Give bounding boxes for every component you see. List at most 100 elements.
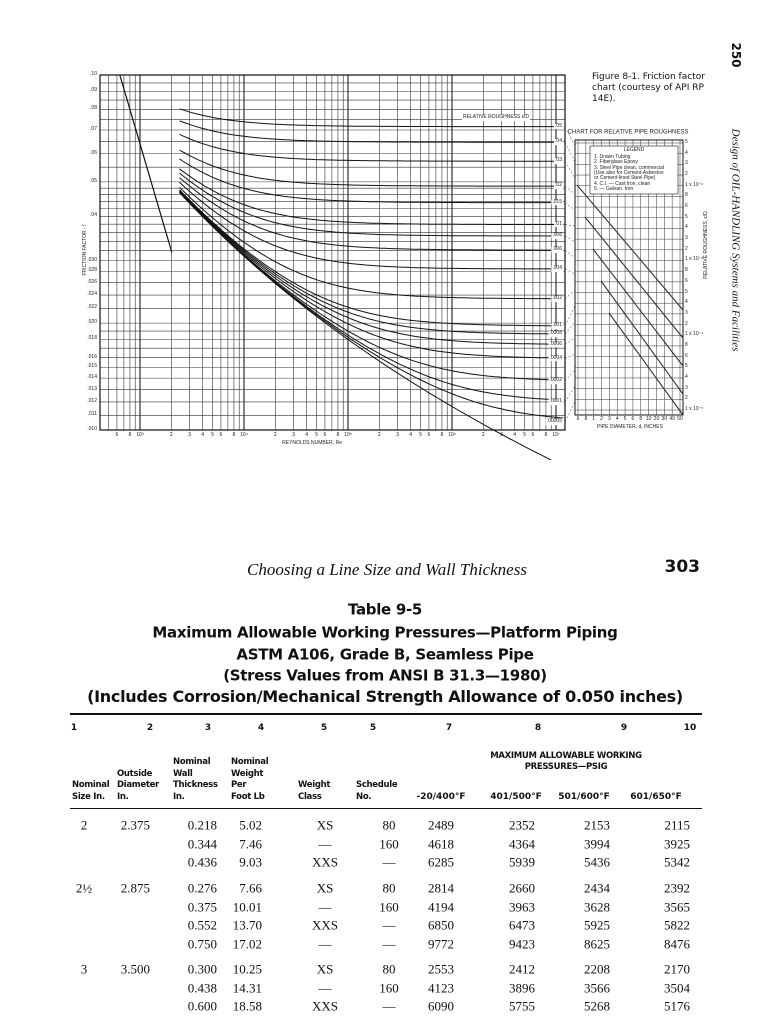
y-tick-label: 2	[685, 171, 688, 178]
table-title: (Stress Values from ANSI B 31.3—1980)	[223, 666, 547, 685]
column-number: 9	[620, 722, 628, 733]
x-tick-label: 50	[677, 416, 683, 423]
cell: 6850	[428, 917, 454, 933]
y-tick-label: 5	[685, 213, 688, 220]
x-tick-label: 4	[305, 432, 308, 439]
cell: 8625	[584, 936, 610, 952]
cell: 4194	[428, 899, 454, 915]
column-number: 2	[146, 722, 154, 733]
column-header: 501/600°F	[558, 791, 610, 802]
page-number: 250	[728, 42, 743, 68]
y-tick-label: .014	[87, 374, 97, 381]
roughness-label: .004	[551, 265, 563, 272]
connector	[564, 224, 576, 227]
x-tick-label: 6	[219, 432, 223, 439]
cell: 2115	[664, 817, 690, 833]
y-tick-label: 3	[685, 160, 688, 167]
x-tick-label: 3	[396, 432, 399, 439]
y-tick-label: .07	[90, 126, 97, 133]
connector	[564, 321, 576, 335]
y-tick-label: 5	[685, 139, 688, 146]
cell: 3504	[664, 980, 690, 996]
column-number: 5	[320, 722, 328, 733]
roughness-label: .0006	[548, 340, 563, 348]
connector	[564, 249, 576, 259]
cell: —	[382, 936, 396, 952]
connector	[564, 353, 576, 359]
roughness-label: .0001	[548, 398, 563, 406]
y-tick-label: .022	[87, 304, 97, 311]
cell: XS	[316, 817, 334, 833]
y-tick-label: 4	[685, 149, 688, 156]
cell: 2412	[509, 961, 535, 977]
legend-item: or Cement-lined Steel Pipe)	[594, 175, 656, 182]
x-tick-label: 5	[211, 432, 215, 439]
cell: 5176	[664, 998, 690, 1014]
y-tick-label: 6	[685, 277, 688, 284]
legend-item: 3. Steel Pipe clean, commercial	[594, 164, 665, 171]
x-tick-label: 5	[523, 432, 527, 439]
x-tick-label: 2	[273, 432, 277, 439]
cell: 5.02	[239, 817, 262, 833]
cell: 2170	[664, 961, 690, 977]
y-tick-label: 2	[685, 245, 688, 252]
y-tick-label: .018	[87, 335, 97, 342]
cell: —	[382, 917, 396, 933]
x-tick-label: 8	[544, 432, 548, 439]
x-tick-label: 1	[592, 416, 596, 423]
y-tick-label: .013	[87, 385, 97, 392]
y-tick-label: 1 x 10⁻⁴	[685, 331, 704, 338]
cell: 3925	[664, 836, 690, 852]
connector	[564, 142, 576, 163]
y-tick-label: .015	[87, 363, 97, 370]
y-tick-label: .08	[90, 105, 97, 112]
cell: XXS	[311, 854, 339, 870]
x-tick-label: 3	[292, 432, 295, 439]
table-title: Table 9-5	[347, 600, 423, 619]
connector	[564, 289, 576, 299]
friction-curve	[179, 186, 564, 300]
y-tick-label: 1 x 10⁻²	[685, 181, 703, 188]
cell: 2553	[428, 961, 454, 977]
column-header: Nominal Weight Per Foot Lb	[231, 757, 269, 802]
cell: 2434	[584, 880, 610, 896]
connector	[564, 385, 576, 403]
legend-title: LEGEND	[623, 147, 645, 154]
x-tick-label: 8	[232, 432, 236, 439]
column-number: 5	[369, 722, 377, 733]
cell: 9423	[509, 936, 535, 952]
cell: 0.436	[187, 854, 217, 870]
cell: 80	[382, 880, 396, 896]
cell: 2½	[75, 880, 93, 896]
x-tick-label: 40	[669, 416, 675, 423]
cell: 5939	[509, 854, 535, 870]
y-tick-label: 5	[685, 288, 688, 295]
y-tick-label: 5	[685, 363, 688, 370]
y-tick-label: .011	[87, 411, 97, 418]
x-tick-label: 3	[188, 432, 191, 439]
cell: 3	[80, 961, 88, 977]
cell: 4618	[428, 836, 454, 852]
y-tick-label: .10	[90, 71, 97, 78]
x-tick-label: 5	[623, 416, 627, 423]
cell: 5822	[664, 917, 690, 933]
cell: 7.66	[239, 880, 262, 896]
running-head: Design of OIL-HANDLING Systems and Facil…	[729, 128, 742, 352]
cell: —	[382, 998, 396, 1014]
x-tick-label: 30	[661, 416, 668, 423]
cell: XXS	[311, 917, 339, 933]
x-tick-label: 10⁶	[448, 432, 456, 439]
cell: 80	[382, 961, 396, 977]
x-tick-label: 4	[513, 432, 516, 439]
x-tick-label: 5	[315, 432, 319, 439]
cell: —	[318, 980, 332, 996]
y-axis-label: FRICTION FACTOR - f	[82, 224, 89, 276]
connector	[564, 202, 576, 211]
legend-item: 1. Drawn Tubing	[594, 154, 631, 161]
roughness-label: .015	[551, 198, 563, 206]
y-tick-label: .05	[90, 177, 97, 184]
figure-caption: Figure 8-1. Friction factor chart (court…	[592, 71, 705, 104]
column-number: 10	[683, 722, 697, 733]
y-tick-label: .030	[87, 256, 97, 263]
y-tick-label: .09	[90, 87, 97, 94]
